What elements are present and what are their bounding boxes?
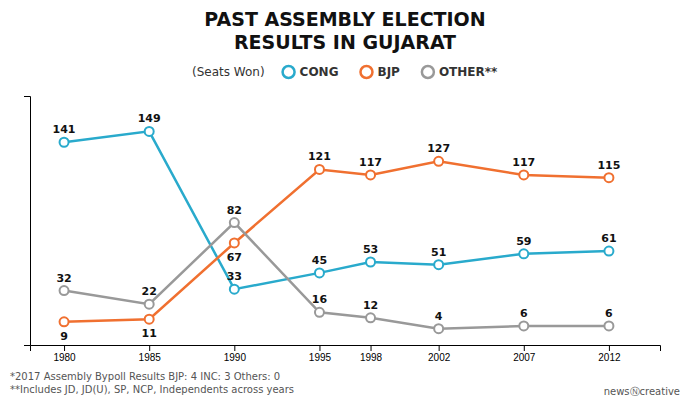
series-point: [230, 218, 239, 227]
x-tick-mark: [149, 345, 150, 351]
x-tick: 1998: [360, 345, 383, 363]
data-labels: 141 149 33 45 53 51 59 61 9 11 67 121 117 127 117 115 32…: [53, 112, 621, 342]
footnote: **Includes JD, JD(U), SP, NCP, Independe…: [10, 384, 294, 395]
y-axis: [24, 97, 31, 346]
data-label: 51: [431, 246, 446, 259]
plot-marks: [60, 127, 614, 333]
x-tick: 1995: [309, 345, 332, 363]
x-tick-label: 2012: [598, 352, 621, 363]
x-tick-mark: [234, 345, 235, 351]
footnote: *2017 Assembly Bypoll Results BJP: 4 INC…: [10, 371, 280, 382]
data-label: 9: [60, 330, 68, 343]
series-point: [315, 165, 324, 174]
title: RESULTS IN GUJARAT: [234, 31, 456, 53]
series-line: [64, 223, 609, 329]
subtitle: (Seats Won): [192, 65, 265, 79]
data-label: 59: [516, 235, 531, 248]
x-tick: 1985: [139, 345, 162, 363]
x-tick-mark: [524, 345, 525, 351]
x-tick: 1980: [53, 345, 76, 363]
data-label: 16: [312, 293, 328, 306]
data-label: 67: [227, 251, 242, 264]
x-tick-mark: [439, 345, 440, 351]
series-point: [145, 127, 154, 136]
chart: PAST ASSEMBLY ELECTIONRESULTS IN GUJARAT…: [0, 0, 690, 403]
series-point: [366, 313, 375, 322]
series-point: [315, 268, 324, 277]
legend-item: OTHER**: [422, 65, 498, 79]
data-label: 115: [597, 159, 620, 172]
data-label: 149: [138, 112, 161, 125]
x-tick-label: 2007: [513, 352, 536, 363]
x-tick-mark: [609, 345, 610, 351]
data-label: 121: [308, 150, 331, 163]
data-label: 22: [142, 285, 157, 298]
x-tick-label: 1995: [309, 352, 332, 363]
x-tick-mark: [64, 345, 65, 351]
series-point: [315, 308, 324, 317]
credit: newsⓃcreative: [604, 386, 680, 397]
data-label: 32: [56, 272, 71, 285]
data-label: 117: [359, 156, 382, 169]
legend-marker: [283, 66, 295, 78]
series-point: [519, 249, 528, 258]
x-tick-mark: [319, 345, 320, 351]
series-point: [60, 317, 69, 326]
series-point: [519, 170, 528, 179]
data-label: 127: [427, 142, 450, 155]
series-point: [230, 285, 239, 294]
data-label: 4: [435, 310, 443, 323]
x-axis-line: [31, 346, 661, 352]
series-point: [145, 300, 154, 309]
legend-label: OTHER**: [439, 65, 498, 79]
data-label: 117: [512, 156, 535, 169]
data-label: 6: [520, 307, 528, 320]
data-label: 45: [312, 254, 327, 267]
x-tick-mark: [371, 345, 372, 351]
x-tick: 2007: [513, 345, 536, 363]
legend-item: BJP: [360, 65, 400, 79]
x-tick: 2012: [598, 345, 621, 363]
x-axis: 1980 1985 1990 1995 1998 2002 2007 2012: [31, 345, 661, 363]
x-tick-label: 1980: [53, 352, 76, 363]
y-axis-line: [24, 97, 31, 346]
series-point: [434, 260, 443, 269]
legend-item: CONG: [283, 65, 339, 79]
series-point: [604, 321, 613, 330]
series-point: [60, 286, 69, 295]
data-label: 12: [363, 299, 378, 312]
x-tick: 1990: [224, 345, 247, 363]
legend-marker: [422, 66, 434, 78]
series-point: [366, 170, 375, 179]
legend-label: CONG: [300, 65, 339, 79]
series-point: [604, 247, 613, 256]
x-tick-label: 1998: [360, 352, 383, 363]
series-point: [366, 258, 375, 267]
series-point: [145, 315, 154, 324]
x-tick: 2002: [428, 345, 451, 363]
data-label: 53: [363, 243, 378, 256]
data-label: 61: [601, 232, 616, 245]
data-label: 82: [227, 204, 242, 217]
data-label: 6: [605, 307, 613, 320]
series-line: [64, 131, 609, 289]
data-label: 141: [53, 123, 76, 136]
x-tick-label: 1985: [139, 352, 162, 363]
x-tick-label: 2002: [428, 352, 451, 363]
series-point: [434, 324, 443, 333]
series-point: [604, 173, 613, 182]
series-point: [519, 321, 528, 330]
title: PAST ASSEMBLY ELECTION: [204, 8, 485, 30]
legend-marker: [360, 66, 372, 78]
series-line: [64, 161, 609, 322]
data-label: 11: [142, 327, 157, 340]
x-tick-label: 1990: [224, 352, 247, 363]
data-label: 33: [227, 270, 242, 283]
series-point: [60, 138, 69, 147]
series-point: [434, 157, 443, 166]
legend: (Seats Won) CONG BJP OTHER**: [192, 65, 498, 79]
legend-label: BJP: [377, 65, 400, 79]
series-point: [230, 238, 239, 247]
